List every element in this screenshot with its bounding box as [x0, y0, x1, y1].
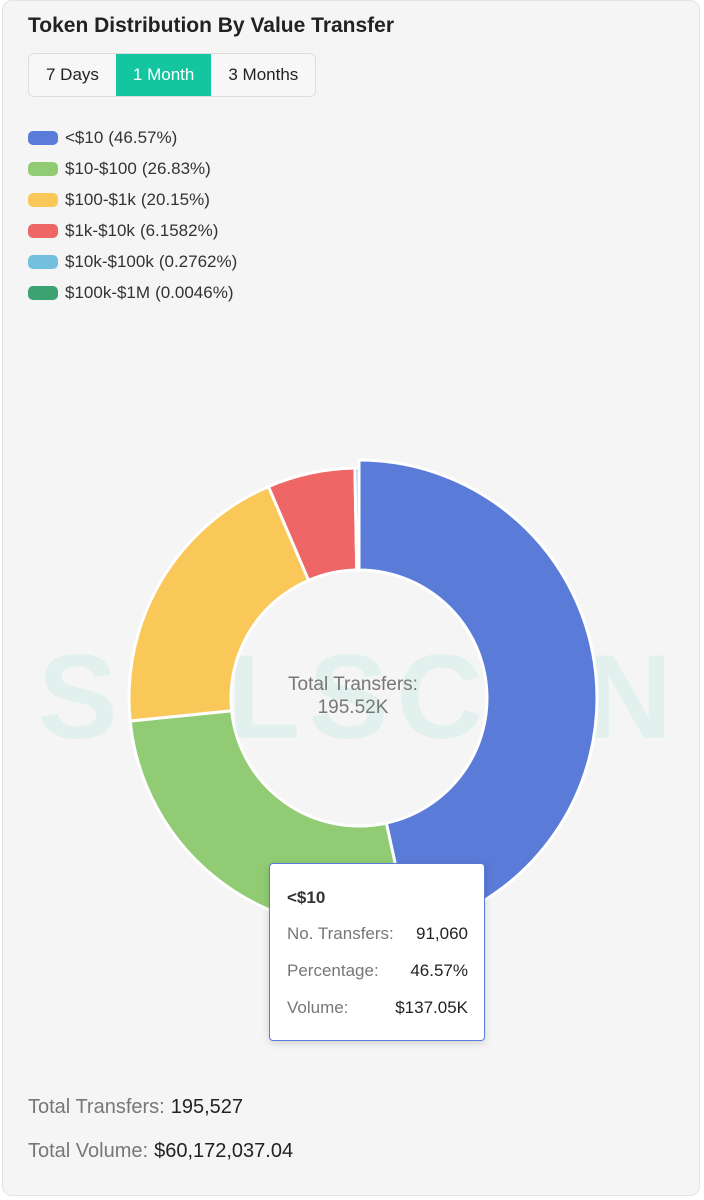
- legend-swatch: [28, 254, 58, 269]
- legend-swatch: [28, 285, 58, 300]
- legend-value: (6.1582%): [139, 220, 219, 240]
- legend-item[interactable]: $100k-$1M (0.0046%): [28, 277, 237, 308]
- center-value: 195.52K: [318, 697, 389, 718]
- footer-label: Total Volume:: [28, 1140, 149, 1162]
- legend-item[interactable]: $100-$1k (20.15%): [28, 184, 237, 215]
- legend-label: $100k-$1M: [65, 282, 151, 302]
- footer-value: 195,527: [170, 1096, 244, 1118]
- tooltip-row: Percentage: 46.57%: [287, 961, 468, 981]
- tooltip-title: <$10: [287, 888, 326, 907]
- legend-item[interactable]: $1k-$10k (6.1582%): [28, 215, 237, 246]
- legend-item[interactable]: $10k-$100k (0.2762%): [28, 246, 237, 277]
- legend-item[interactable]: $10-$100 (26.83%): [28, 153, 237, 184]
- footer-label: Total Transfers:: [28, 1096, 165, 1118]
- legend-label: $1k-$10k: [65, 220, 135, 240]
- legend-value: (0.2762%): [158, 251, 238, 271]
- center-label: Total Transfers:: [288, 674, 418, 695]
- tooltip-row: No. Transfers: 91,060: [287, 924, 468, 944]
- footer-value: $60,172,037.04: [154, 1140, 294, 1162]
- tooltip-value: 46.57%: [410, 961, 468, 980]
- legend-label: $10k-$100k: [65, 251, 154, 271]
- tab[interactable]: 1 Month: [115, 54, 212, 96]
- tooltip-label: Percentage:: [287, 961, 379, 980]
- tooltip: <$10 No. Transfers: 91,060 Percentage: 46.5…: [269, 863, 485, 1041]
- tooltip-row: Volume: $137.05K: [287, 998, 468, 1018]
- legend-value: (0.0046%): [155, 282, 234, 302]
- footer-stat: Total Transfers: 195,527: [28, 1096, 243, 1119]
- legend-value: (20.15%): [140, 189, 210, 209]
- tooltip-label: No. Transfers:: [287, 924, 394, 943]
- tooltip-label: Volume:: [287, 998, 349, 1017]
- legend-swatch: [28, 223, 58, 238]
- legend: <$10 (46.57%) $10-$100 (26.83%) $100-$1k (20.…: [28, 122, 237, 308]
- tooltip-value: $137.05K: [395, 998, 468, 1017]
- legend-label: <$10: [65, 127, 104, 147]
- legend-swatch: [28, 130, 58, 145]
- legend-label: $10-$100: [65, 158, 137, 178]
- legend-swatch: [28, 192, 58, 207]
- legend-value: (46.57%): [108, 127, 178, 147]
- legend-item[interactable]: <$10 (46.57%): [28, 122, 237, 153]
- legend-swatch: [28, 161, 58, 176]
- tooltip-value: 91,060: [416, 924, 468, 943]
- title: Token Distribution By Value Transfer: [28, 14, 395, 37]
- donut-slice[interactable]: [127, 485, 311, 723]
- tabs: 7 Days 1 Month 3 Months: [28, 53, 317, 97]
- legend-value: (26.83%): [141, 158, 211, 178]
- footer-stat: Total Volume: $60,172,037.04: [28, 1140, 293, 1163]
- tab[interactable]: 3 Months: [228, 65, 299, 84]
- legend-label: $100-$1k: [65, 189, 136, 209]
- tab[interactable]: 7 Days: [46, 65, 99, 84]
